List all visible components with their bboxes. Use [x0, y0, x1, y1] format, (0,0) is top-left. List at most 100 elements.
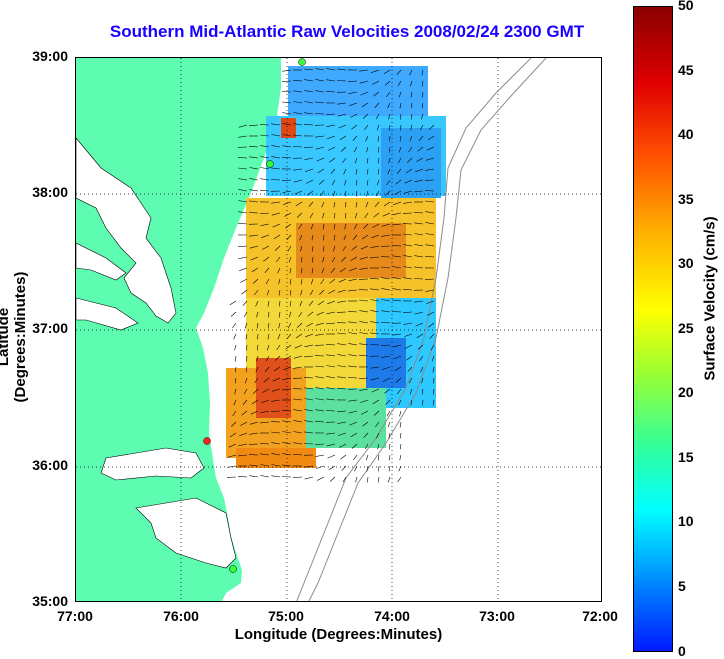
velocity-arrow	[397, 80, 402, 87]
velocity-arrow	[403, 233, 413, 236]
velocity-arrow	[238, 454, 248, 457]
velocity-arrow	[414, 212, 424, 214]
y-axis-label: Latitude (Degrees:Minutes)	[0, 271, 29, 403]
velocity-arrow	[286, 333, 292, 339]
velocity-arrow	[356, 190, 358, 197]
velocity-arrow	[425, 200, 435, 203]
velocity-arrow	[360, 399, 369, 403]
velocity-arrow	[228, 443, 237, 448]
station-marker	[203, 437, 211, 445]
velocity-arrow	[403, 190, 413, 194]
velocity-arrow	[371, 69, 380, 73]
velocity-arrow	[370, 256, 380, 259]
bathymetry-contours	[296, 58, 547, 601]
velocity-arrow	[425, 289, 435, 292]
velocity-arrow	[344, 190, 347, 197]
velocity-arrow	[377, 454, 380, 461]
velocity-arrow	[351, 124, 358, 130]
velocity-arrow	[326, 376, 336, 379]
velocity-arrow	[232, 322, 237, 329]
velocity-arrow	[260, 212, 270, 215]
velocity-arrow	[334, 212, 336, 219]
velocity-arrow	[240, 278, 248, 283]
velocity-arrow	[392, 255, 402, 258]
velocity-arrow	[343, 234, 347, 241]
velocity-arrow	[361, 234, 369, 240]
velocity-arrow	[359, 69, 369, 72]
velocity-arrow	[392, 299, 402, 302]
velocity-arrow	[326, 398, 336, 401]
velocity-arrow	[398, 399, 402, 406]
x-tick-label: 76:00	[163, 608, 199, 624]
velocity-arrow	[326, 432, 336, 435]
velocity-arrow	[388, 465, 391, 472]
velocity-arrow	[359, 256, 369, 260]
velocity-arrow	[260, 178, 270, 181]
velocity-arrow	[337, 376, 347, 379]
velocity-arrow	[417, 146, 424, 152]
velocity-arrow	[348, 278, 358, 282]
velocity-arrow	[251, 399, 259, 405]
velocity-arrow	[289, 300, 292, 307]
velocity-arrow	[337, 102, 347, 105]
velocity-arrow	[399, 135, 402, 142]
velocity-arrow	[273, 366, 281, 372]
velocity-arrow	[255, 366, 259, 373]
velocity-arrow	[288, 311, 292, 318]
velocity-arrow	[342, 157, 347, 164]
velocity-arrow	[428, 322, 435, 328]
velocity-arrow	[432, 399, 435, 406]
map-panel[interactable]	[75, 57, 602, 602]
velocity-arrow	[326, 90, 336, 93]
velocity-arrow	[233, 333, 237, 340]
velocity-arrow	[305, 168, 314, 172]
velocity-arrow	[262, 388, 270, 393]
velocity-arrow	[304, 157, 314, 160]
velocity-arrow	[337, 332, 347, 335]
x-tick-label: 75:00	[268, 608, 304, 624]
velocity-arrow	[263, 256, 270, 262]
velocity-arrow	[381, 344, 391, 346]
velocity-arrow	[389, 454, 391, 461]
velocity-arrow	[385, 399, 391, 405]
velocity-arrow	[354, 465, 358, 472]
velocity-arrow	[311, 267, 314, 274]
velocity-arrow	[265, 355, 270, 362]
velocity-arrow	[271, 388, 281, 392]
velocity-arrow	[282, 134, 292, 137]
velocity-arrow	[263, 377, 270, 383]
velocity-arrow	[321, 267, 325, 274]
velocity-arrow	[326, 344, 336, 346]
velocity-arrow	[298, 223, 303, 230]
velocity-arrow	[243, 311, 248, 318]
velocity-arrow	[425, 211, 435, 214]
velocity-arrow	[271, 156, 281, 159]
velocity-arrow	[293, 420, 303, 423]
velocity-arrow	[304, 123, 314, 126]
velocity-arrow	[341, 465, 347, 471]
velocity-arrow	[304, 146, 314, 149]
velocity-arrow	[304, 476, 314, 480]
velocity-arrow	[312, 256, 314, 263]
colorbar-tick: 20	[678, 384, 694, 400]
velocity-arrow	[300, 256, 303, 263]
velocity-arrow	[426, 300, 435, 304]
velocity-arrow	[359, 299, 369, 302]
velocity-arrow	[381, 355, 391, 358]
velocity-arrow	[326, 322, 336, 325]
velocity-arrow	[249, 421, 259, 425]
velocity-arrow	[285, 344, 292, 350]
velocity-arrow	[249, 156, 259, 159]
velocity-arrow	[310, 223, 314, 230]
velocity-arrow	[344, 179, 347, 186]
velocity-arrow	[234, 388, 237, 395]
x-tick-label: 72:00	[582, 608, 618, 624]
velocity-arrow	[303, 443, 314, 445]
velocity-arrow	[414, 255, 424, 258]
velocity-arrow	[315, 90, 325, 93]
velocity-arrow	[407, 366, 413, 372]
velocity-arrow	[378, 157, 380, 164]
velocity-arrow	[403, 322, 413, 325]
velocity-arrow	[282, 377, 292, 381]
velocity-arrow	[403, 244, 413, 247]
